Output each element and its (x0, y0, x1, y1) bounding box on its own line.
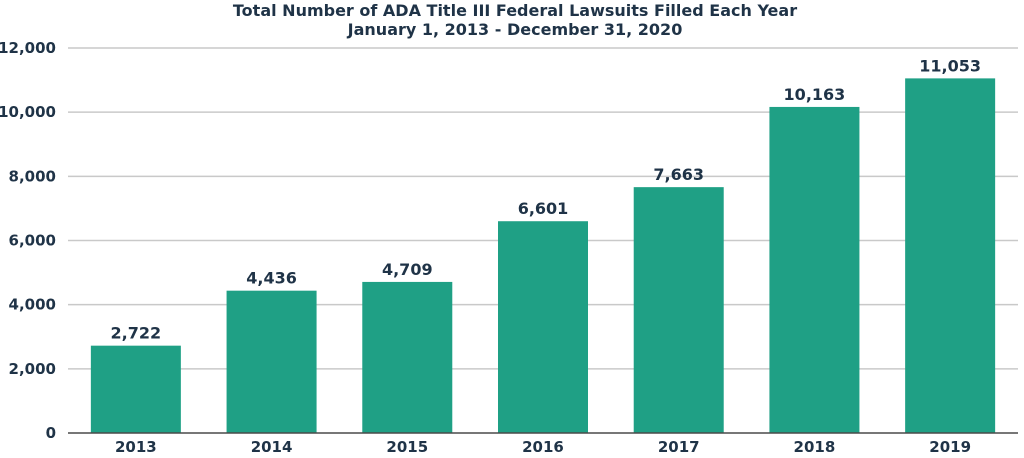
y-tick-label: 6,000 (9, 232, 56, 250)
chart-subtitle: January 1, 2013 - December 31, 2020 (347, 20, 683, 39)
y-tick-label: 12,000 (0, 39, 56, 57)
bar (362, 281, 453, 433)
y-tick-label: 2,000 (9, 360, 56, 378)
bar-value-label: 7,663 (653, 165, 704, 184)
bar-value-label: 4,436 (246, 269, 297, 288)
x-tick-label: 2013 (115, 438, 157, 456)
bar (90, 345, 181, 433)
bar (633, 187, 724, 433)
bars (90, 78, 996, 434)
x-tick-label: 2015 (386, 438, 428, 456)
x-tick-label: 2014 (251, 438, 293, 456)
value-labels: 2,722 4,436 4,709 6,601 7,663 10,163 11,053 (111, 56, 981, 342)
y-tick-label: 0 (46, 424, 56, 442)
bar (905, 78, 996, 433)
bar-value-label: 2,722 (111, 324, 162, 343)
y-tick-label: 10,000 (0, 103, 56, 121)
bar (498, 221, 588, 433)
bar (769, 106, 860, 434)
y-axis-ticks: 0 2,000 4,000 6,000 8,000 10,000 12,000 (0, 39, 56, 442)
bar-value-label: 4,709 (382, 260, 433, 279)
bar (226, 290, 317, 433)
x-tick-label: 2018 (794, 438, 836, 456)
x-tick-label: 2016 (522, 438, 564, 456)
x-tick-label: 2019 (929, 438, 971, 456)
y-tick-label: 8,000 (9, 167, 56, 185)
chart-title: Total Number of ADA Title III Federal La… (233, 1, 797, 20)
y-tick-label: 4,000 (9, 296, 56, 314)
bar-value-label: 10,163 (784, 85, 846, 104)
x-tick-label: 2017 (658, 438, 700, 456)
bar-value-label: 11,053 (919, 56, 981, 75)
x-axis-ticks: 2013 2014 2015 2016 2017 2018 2019 (115, 438, 971, 456)
bar-value-label: 6,601 (518, 199, 569, 218)
